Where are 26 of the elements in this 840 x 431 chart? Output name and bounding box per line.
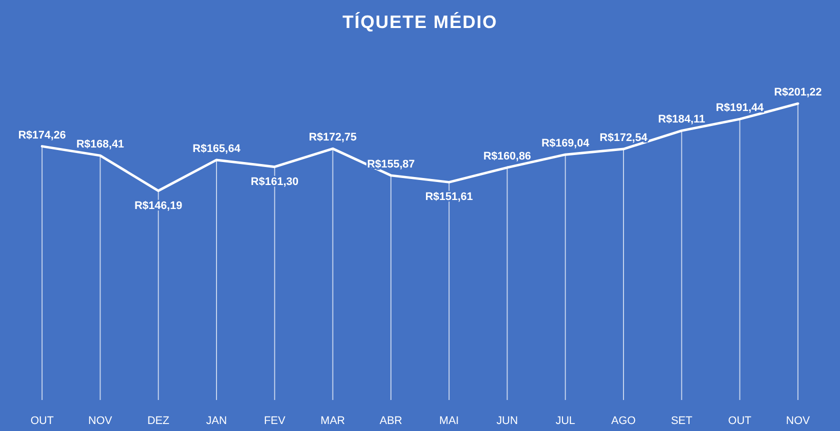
data-label: R$168,41	[76, 138, 124, 151]
x-tick-label: MAI	[439, 415, 459, 427]
data-label: R$191,44	[716, 102, 765, 114]
x-tick-label: OUT	[728, 415, 752, 427]
x-tick-label: FEV	[264, 415, 286, 427]
data-label: R$201,22	[774, 86, 822, 99]
chart-title: TÍQUETE MÉDIO	[342, 12, 498, 32]
data-label: R$165,64	[192, 142, 242, 155]
data-label: R$174,26	[18, 129, 66, 142]
x-tick-label: SET	[670, 415, 693, 427]
data-label: R$172,54	[600, 132, 648, 144]
x-tick-label: AGO	[611, 415, 636, 427]
x-tick-label: NOV	[88, 415, 113, 427]
x-tick-label: DEZ	[147, 415, 170, 427]
data-label: R$169,04	[542, 138, 590, 150]
x-tick-label: JAN	[206, 415, 227, 427]
data-label: R$184,11	[658, 114, 706, 126]
x-tick-label: ABR	[380, 415, 402, 427]
data-label: R$160,86	[483, 150, 532, 163]
x-tick-label: NOV	[786, 415, 811, 427]
x-tick-label: OUT	[30, 415, 54, 427]
data-label: R$155,87	[367, 158, 415, 170]
data-label: R$172,75	[308, 132, 357, 144]
x-tick-label: JUL	[556, 415, 576, 427]
x-tick-label: JUN	[496, 415, 518, 427]
x-tick-label: MAR	[320, 415, 346, 427]
